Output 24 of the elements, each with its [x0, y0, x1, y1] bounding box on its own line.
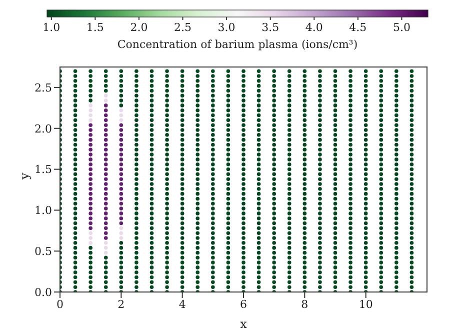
x-tick-label: 4 — [178, 298, 186, 311]
color-bar-label: 5.0 — [392, 21, 410, 34]
x-tick-label: 8 — [301, 298, 308, 311]
color-bar-label: 1.0 — [42, 21, 60, 34]
y-axis-title: y — [17, 172, 32, 180]
color-bar-label: 1.5 — [86, 21, 104, 34]
x-tick-label: 10 — [358, 298, 373, 311]
x-axis-title: x — [240, 317, 248, 331]
color-bar-title: Concentration of barium plasma (ions/cm³) — [117, 38, 358, 51]
x-tick-label: 2 — [118, 298, 125, 311]
y-tick-label: 1.5 — [34, 163, 52, 176]
x-tick-label: 0 — [56, 298, 64, 311]
x-tick-label: 6 — [240, 298, 247, 311]
y-tick-label: 0.5 — [34, 244, 52, 258]
y-tick-label: 1.0 — [34, 204, 52, 218]
color-bar-label: 2.5 — [174, 21, 192, 34]
color-bar-label: 4.0 — [305, 21, 323, 34]
color-bar-label: 3.5 — [262, 21, 280, 34]
color-bar-label: 3.0 — [218, 21, 236, 34]
y-tick-label: 0.0 — [34, 286, 52, 299]
y-tick-label: 2.0 — [34, 122, 52, 136]
color-bar-label: 4.5 — [349, 21, 367, 34]
color-bar-label: 2.0 — [130, 21, 148, 34]
y-tick-label: 2.5 — [34, 81, 52, 94]
